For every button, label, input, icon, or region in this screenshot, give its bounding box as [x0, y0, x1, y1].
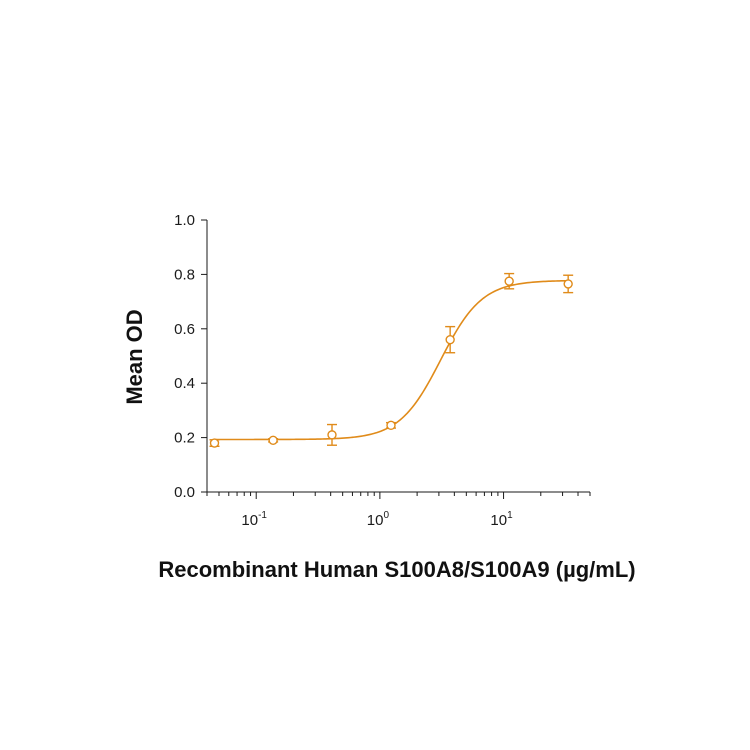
data-point — [326, 423, 337, 446]
y-tick-label: 0.4 — [174, 375, 195, 392]
data-marker — [563, 279, 573, 289]
axes — [206, 220, 590, 493]
y-tick-label: 1.0 — [174, 212, 195, 229]
data-marker — [268, 435, 278, 446]
data-marker — [445, 334, 455, 345]
data-point — [268, 435, 279, 446]
x-tick-label: 100 — [367, 510, 390, 529]
data-points — [209, 272, 574, 448]
y-axis-ticks: 0.0 0.2 0.4 0.6 0.8 1.0 — [174, 212, 207, 501]
data-point — [504, 272, 515, 290]
y-axis-title: Mean OD — [122, 309, 147, 404]
x-axis-ticks: 10-1 100 101 — [206, 492, 591, 529]
data-marker — [504, 276, 514, 286]
data-point — [209, 438, 220, 448]
data-marker — [209, 438, 220, 448]
fit-curve — [214, 279, 569, 441]
data-marker — [327, 430, 337, 440]
y-tick-label: 0.2 — [174, 430, 195, 447]
data-point — [563, 274, 574, 294]
data-point — [386, 420, 397, 431]
data-marker — [386, 420, 396, 431]
x-axis-title: Recombinant Human S100A8/S100A9 (µg/mL) — [158, 557, 635, 582]
x-tick-label: 10-1 — [241, 510, 267, 529]
x-tick-label: 101 — [490, 510, 513, 529]
data-point — [445, 325, 456, 354]
y-tick-label: 0.0 — [174, 484, 195, 501]
y-tick-label: 0.8 — [174, 266, 195, 283]
y-tick-label: 0.6 — [174, 321, 195, 338]
